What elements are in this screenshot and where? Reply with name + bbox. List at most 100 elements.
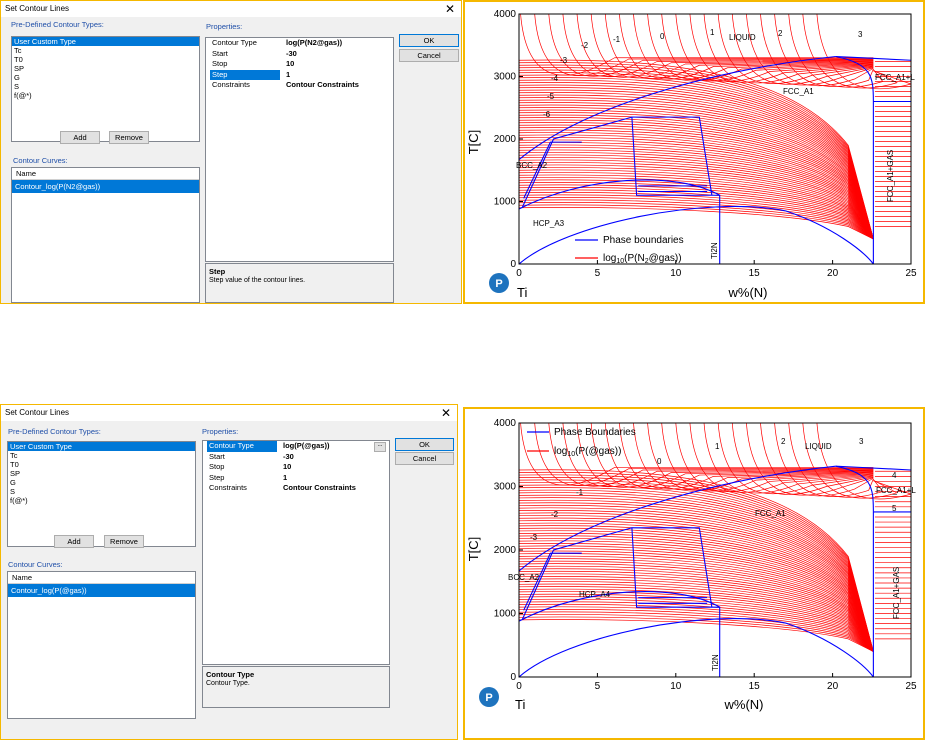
contour-line (519, 94, 874, 240)
predefined-list[interactable]: User Custom Type Tc T0 SP G S f(@*) (7, 441, 196, 547)
property-row[interactable]: Stop 10 (206, 59, 393, 70)
contour-line (519, 492, 874, 652)
contour-line (604, 423, 874, 489)
contour-line (519, 565, 874, 652)
curves-list[interactable]: Name Contour_log(P(N2@gas)) (11, 167, 200, 303)
ok-button[interactable]: OK (399, 34, 459, 47)
contour-line (519, 114, 874, 240)
property-row[interactable]: Step 1 (206, 69, 393, 80)
contour-line (703, 14, 874, 84)
contour-line (519, 616, 874, 652)
add-button[interactable]: Add (60, 131, 100, 144)
phase-label: BCC_A2 (516, 161, 548, 170)
contour-line (802, 14, 898, 89)
predefined-item[interactable]: G (14, 73, 20, 82)
contour-line (519, 525, 874, 652)
predefined-item[interactable]: SP (14, 64, 25, 73)
property-value[interactable]: log(P(@gas)) (283, 441, 330, 450)
cancel-button[interactable]: Cancel (399, 49, 459, 62)
property-value[interactable]: Contour Constraints (283, 483, 356, 492)
phase-boundary (638, 597, 708, 604)
contour-line (519, 64, 874, 240)
x-tick-label: 25 (905, 268, 917, 279)
curves-list[interactable]: Name Contour_log(P(@gas)) (7, 571, 196, 719)
predefined-item[interactable]: Tc (14, 46, 22, 55)
property-row[interactable]: Step 1 (203, 473, 389, 484)
contour-line (519, 172, 874, 240)
contour-line (802, 423, 898, 499)
curves-column-header[interactable]: Name (12, 168, 199, 180)
contour-line (519, 603, 874, 652)
contour-line (746, 423, 874, 496)
contour-line (519, 576, 874, 652)
predefined-item[interactable]: G (10, 478, 16, 487)
property-value[interactable]: 1 (283, 472, 288, 482)
legend: Phase Boundaries log10(P(@gas)) (527, 427, 636, 458)
curve-item[interactable]: Contour_log(P(@gas)) (8, 584, 195, 597)
brand-icon: P (479, 687, 499, 707)
contour-line (519, 560, 874, 652)
remove-button[interactable]: Remove (109, 131, 149, 144)
contour-line (519, 72, 874, 240)
predefined-item[interactable]: S (10, 487, 16, 496)
property-value[interactable]: log(P(N2@gas)) (286, 38, 343, 47)
property-grid[interactable]: Contour Type log(P(@gas))... Start -30 Sto… (202, 440, 390, 665)
contour-line (562, 423, 874, 488)
predefined-item[interactable]: f(@*) (10, 496, 28, 505)
ok-button[interactable]: OK (395, 438, 454, 451)
property-value[interactable]: -30 (283, 451, 294, 461)
dialog-titlebar: Set Contour Lines ✕ (1, 405, 457, 421)
predefined-item[interactable]: T0 (14, 55, 23, 64)
property-value[interactable]: -30 (286, 48, 297, 58)
phase-boundary (631, 527, 721, 677)
property-row[interactable]: Start -30 (203, 452, 389, 463)
x-axis-label: w%(N) (728, 285, 768, 300)
contour-line (534, 423, 874, 486)
property-row[interactable]: Contour Type log(P(N2@gas)) (206, 38, 393, 49)
property-row[interactable]: Contour Type log(P(@gas))... (203, 441, 389, 452)
predefined-item[interactable]: User Custom Type (12, 37, 199, 46)
curves-column-header[interactable]: Name (8, 572, 195, 584)
curve-item[interactable]: Contour_log(P(N2@gas)) (12, 180, 199, 193)
close-icon[interactable]: ✕ (444, 2, 455, 16)
contour-line (519, 609, 874, 652)
property-value[interactable]: 10 (283, 462, 292, 471)
contour-line (519, 570, 874, 652)
property-row[interactable]: Start -30 (206, 49, 393, 60)
contour-line (519, 109, 874, 240)
property-value[interactable]: 10 (286, 59, 295, 68)
contour-line (590, 423, 874, 489)
ellipsis-button[interactable]: ... (374, 442, 386, 452)
property-key: Constraints (212, 80, 250, 89)
contour-line (519, 92, 874, 240)
add-button[interactable]: Add (54, 535, 94, 548)
contour-line (519, 515, 874, 652)
contour-line (519, 520, 874, 652)
contour-line (760, 423, 874, 497)
predefined-item[interactable]: Tc (10, 451, 18, 460)
contour-label: -1 (613, 35, 621, 44)
legend-phase: Phase Boundaries (554, 427, 636, 438)
predefined-item[interactable]: T0 (10, 460, 19, 469)
cancel-button[interactable]: Cancel (395, 452, 454, 465)
predefined-item[interactable]: SP (10, 469, 21, 478)
close-icon[interactable]: ✕ (440, 406, 451, 420)
contour-line (519, 147, 874, 240)
property-row[interactable]: Stop 10 (203, 462, 389, 473)
contour-line (519, 157, 874, 240)
property-row[interactable]: Constraints Contour Constraints (203, 483, 389, 494)
contour-label: 1 (715, 442, 720, 451)
property-value[interactable]: Contour Constraints (286, 80, 359, 89)
x-tick-label: 15 (749, 681, 761, 692)
property-row[interactable]: Constraints Contour Constraints (206, 80, 393, 91)
remove-button[interactable]: Remove (104, 535, 144, 548)
contour-line (519, 578, 874, 652)
contour-line (519, 593, 874, 652)
predefined-item[interactable]: S (14, 82, 20, 91)
property-value[interactable]: 1 (286, 69, 291, 79)
predefined-list[interactable]: User Custom Type Tc T0 SP G S f(@*) (11, 36, 200, 142)
predefined-label: Pre-Defined Contour Types: (8, 427, 101, 436)
predefined-item[interactable]: User Custom Type (8, 442, 195, 451)
property-grid[interactable]: Contour Type log(P(N2@gas)) Start -30 Stop… (205, 37, 394, 262)
predefined-item[interactable]: f(@*) (14, 91, 32, 100)
